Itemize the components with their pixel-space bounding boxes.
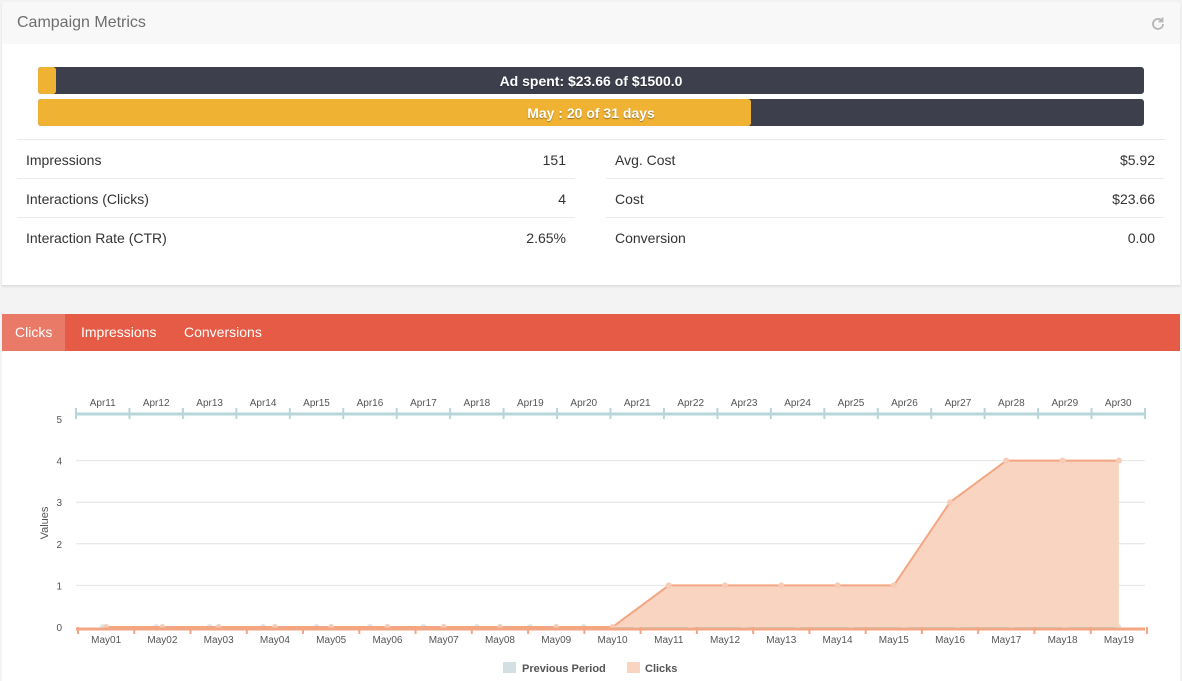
top-x-tick-label: Apr23 (731, 398, 758, 409)
bottom-x-tick-label: May16 (935, 635, 965, 646)
bottom-x-tick-label: May07 (429, 635, 459, 646)
ad-spent-progress-fill (38, 67, 56, 94)
tab-clicks[interactable]: Clicks (2, 314, 66, 351)
top-x-tick-label: Apr27 (945, 398, 972, 409)
top-x-tick-label: Apr21 (624, 398, 651, 409)
stat-value: 2.65% (526, 230, 566, 246)
top-x-tick-label: Apr29 (1051, 398, 1078, 409)
stat-row-avg-cost: Avg. Cost $5.92 (606, 140, 1164, 179)
y-tick-label: 3 (56, 498, 62, 509)
stat-row-impressions: Impressions 151 (17, 140, 575, 179)
days-progress-fill (38, 99, 752, 126)
campaign-metrics-panel: Campaign Metrics Ad spent: $23.66 of $15… (2, 2, 1180, 286)
top-x-tick-label: Apr18 (464, 398, 491, 409)
stat-row-conversion: Conversion 0.00 (606, 218, 1164, 257)
clicks-point (778, 582, 785, 589)
stat-label: Avg. Cost (615, 152, 676, 168)
legend-label-clicks: Clicks (645, 663, 677, 675)
chart-tabs: Clicks Impressions Conversions (2, 314, 1180, 351)
panel-title: Campaign Metrics (17, 14, 146, 31)
y-tick-label: 5 (56, 415, 62, 426)
stat-label: Conversion (615, 230, 686, 246)
days-label: May : 20 of 31 days (527, 105, 655, 121)
stats-left: Impressions 151 Interactions (Clicks) 4 … (17, 140, 575, 257)
legend-swatch-clicks (627, 662, 640, 673)
bottom-x-tick-label: May08 (485, 635, 515, 646)
clicks-point (947, 499, 954, 506)
bottom-x-tick-label: May19 (1104, 635, 1134, 646)
bottom-x-tick-label: May17 (991, 635, 1021, 646)
clicks-point (722, 582, 729, 589)
bottom-x-tick-label: May06 (372, 635, 402, 646)
panel-header: Campaign Metrics (2, 2, 1180, 44)
top-x-tick-label: Apr13 (196, 398, 223, 409)
top-x-tick-label: Apr17 (410, 398, 437, 409)
legend-swatch-previous (503, 662, 516, 673)
stat-label: Interaction Rate (CTR) (26, 230, 167, 246)
clicks-point (665, 582, 672, 589)
top-x-tick-label: Apr26 (891, 398, 918, 409)
chart-area: 0 1 2 3 4 5 Values Apr11 Apr12 Apr13 Apr14 Apr15 Apr… (2, 351, 1180, 681)
days-progress-bar: May : 20 of 31 days (38, 99, 1144, 126)
y-tick-label: 2 (56, 540, 62, 551)
y-tick-label: 4 (56, 457, 62, 468)
refresh-icon[interactable] (1150, 16, 1166, 32)
top-x-tick-label: Apr19 (517, 398, 544, 409)
clicks-point (1059, 457, 1066, 464)
stat-value: 4 (558, 191, 566, 207)
ad-spent-label: Ad spent: $23.66 of $1500.0 (499, 73, 683, 89)
top-x-tick-label: Apr12 (143, 398, 170, 409)
bottom-x-tick-label: May01 (91, 635, 121, 646)
bottom-x-tick-label: May18 (1048, 635, 1078, 646)
clicks-point (834, 582, 841, 589)
bottom-x-tick-label: May04 (260, 635, 290, 646)
legend-label-previous: Previous Period (522, 663, 606, 675)
stat-row-cost: Cost $23.66 (606, 179, 1164, 218)
stat-label: Interactions (Clicks) (26, 191, 149, 207)
stat-value: $5.92 (1119, 152, 1155, 168)
bottom-x-tick-label: May11 (654, 635, 684, 646)
top-x-tick-label: Apr28 (998, 398, 1025, 409)
bottom-x-tick-label: May09 (541, 635, 571, 646)
top-x-tick-label: Apr11 (90, 398, 116, 409)
top-x-tick-label: Apr25 (838, 398, 865, 409)
clicks-point (890, 582, 897, 589)
top-x-tick-label: Apr24 (784, 398, 811, 409)
stat-row-ctr: Interaction Rate (CTR) 2.65% (17, 218, 575, 257)
y-tick-label: 0 (56, 623, 62, 634)
ad-spent-progress-bar: Ad spent: $23.66 of $1500.0 (38, 67, 1144, 94)
tab-impressions[interactable]: Impressions (81, 324, 157, 340)
top-x-tick-label: Apr22 (677, 398, 704, 409)
bottom-x-tick-label: May05 (316, 635, 346, 646)
stat-value: $23.66 (1112, 191, 1155, 207)
bottom-x-tick-label: May13 (766, 635, 796, 646)
bottom-x-tick-label: May12 (710, 635, 740, 646)
bottom-x-tick-label: May14 (823, 635, 853, 646)
bottom-x-tick-label: May10 (597, 635, 627, 646)
y-axis-label: Values (39, 506, 51, 539)
stat-label: Cost (615, 191, 644, 207)
clicks-point (1115, 457, 1122, 464)
top-x-tick-label: Apr30 (1105, 398, 1132, 409)
stats-right: Avg. Cost $5.92 Cost $23.66 Conversion 0… (606, 140, 1164, 257)
top-x-tick-label: Apr20 (570, 398, 597, 409)
top-x-tick-label: Apr14 (250, 398, 277, 409)
clicks-point (1003, 457, 1010, 464)
top-x-tick-label: Apr15 (303, 398, 330, 409)
stats-table: Impressions 151 Interactions (Clicks) 4 … (17, 139, 1165, 246)
stat-label: Impressions (26, 152, 102, 168)
stat-value: 151 (542, 152, 566, 168)
bottom-x-tick-label: May03 (204, 635, 234, 646)
bottom-x-tick-label: May15 (879, 635, 909, 646)
y-tick-label: 1 (56, 581, 62, 592)
stat-row-clicks: Interactions (Clicks) 4 (17, 179, 575, 218)
top-x-tick-label: Apr16 (357, 398, 384, 409)
stat-value: 0.00 (1127, 230, 1155, 246)
bottom-x-tick-label: May02 (147, 635, 177, 646)
tab-conversions[interactable]: Conversions (184, 324, 262, 340)
